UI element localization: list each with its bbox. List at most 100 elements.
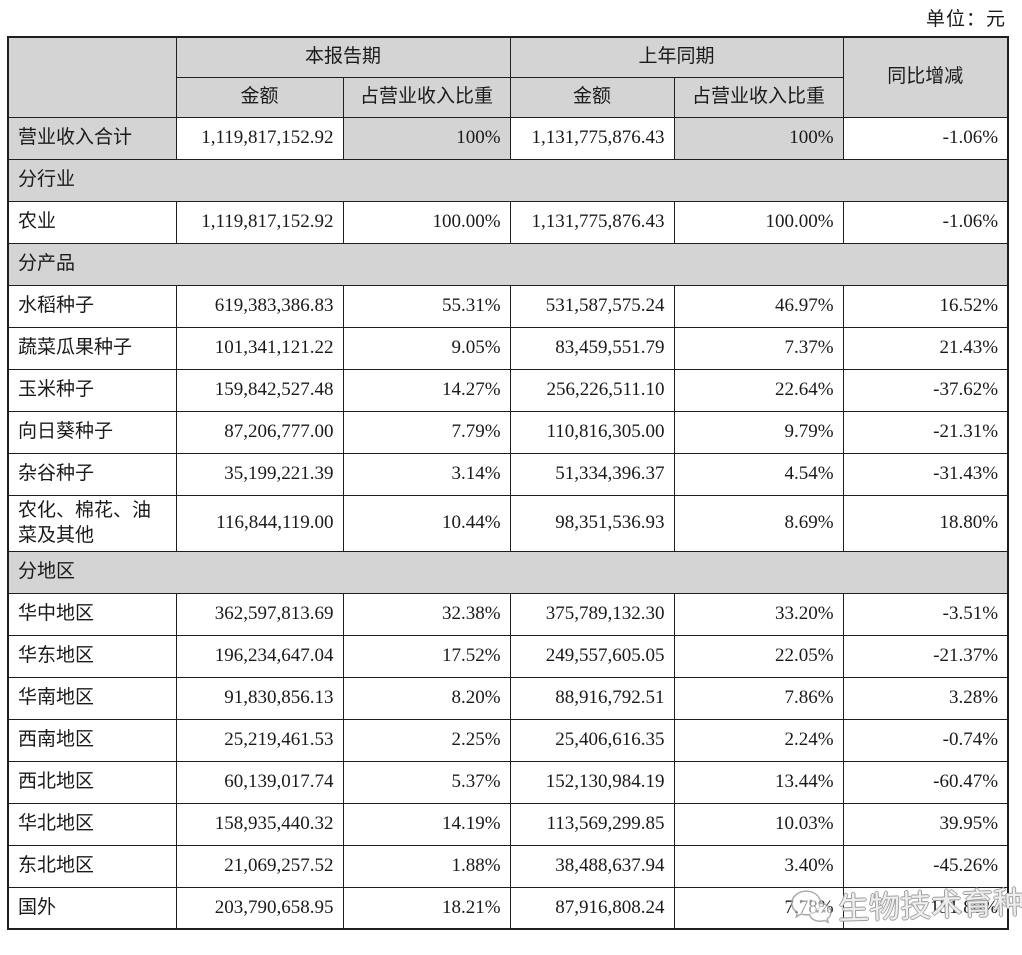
amount-current: 25,219,461.53 xyxy=(175,718,344,762)
table-row: 向日葵种子 87,206,777.00 7.79% 110,816,305.00 9.7… xyxy=(7,410,1009,454)
table-row: 农业 1,119,817,152.92 100.00% 1,131,775,876.4… xyxy=(7,200,1009,244)
yoy-change: -0.74% xyxy=(842,718,1009,762)
row-label: 向日葵种子 xyxy=(7,410,177,454)
proportion-current: 3.14% xyxy=(342,452,511,496)
yoy-change: -3.51% xyxy=(842,592,1009,636)
row-label: 西南地区 xyxy=(7,718,177,762)
row-label: 农化、棉花、油菜及其他 xyxy=(7,494,177,552)
proportion-current: 17.52% xyxy=(342,634,511,678)
amount-prior: 1,131,775,876.43 xyxy=(509,200,675,244)
amount-prior: 83,459,551.79 xyxy=(509,326,675,370)
proportion-current: 10.44% xyxy=(342,494,511,552)
proportion-prior: 100% xyxy=(673,116,844,160)
unit-label: 单位：元 xyxy=(925,9,1006,30)
proportion-current: 1.88% xyxy=(342,844,511,888)
section-label: 分产品 xyxy=(7,242,1009,286)
proportion-prior: 22.05% xyxy=(673,634,844,678)
proportion-current: 100% xyxy=(342,116,511,160)
proportion-prior: 7.78% xyxy=(673,886,844,930)
yoy-change: -45.26% xyxy=(842,844,1009,888)
section-label: 分行业 xyxy=(7,158,1009,202)
amount-prior: 249,557,605.05 xyxy=(509,634,675,678)
table-row: 营业收入合计 1,119,817,152.92 100% 1,131,775,876.… xyxy=(7,116,1009,160)
row-label: 农业 xyxy=(7,200,177,244)
amount-current: 158,935,440.32 xyxy=(175,802,344,846)
amount-current: 21,069,257.52 xyxy=(175,844,344,888)
proportion-prior: 13.44% xyxy=(673,760,844,804)
amount-prior: 531,587,575.24 xyxy=(509,284,675,328)
yoy-change: -31.43% xyxy=(842,452,1009,496)
table-row: 华南地区 91,830,856.13 8.20% 88,916,792.51 7.86%… xyxy=(7,676,1009,720)
amount-prior: 98,351,536.93 xyxy=(509,494,675,552)
amount-prior: 375,789,132.30 xyxy=(509,592,675,636)
proportion-current: 7.79% xyxy=(342,410,511,454)
current-period-header: 本报告期 xyxy=(175,36,511,78)
table-row: 华北地区 158,935,440.32 14.19% 113,569,299.85 10… xyxy=(7,802,1009,846)
proportion-prior: 46.97% xyxy=(673,284,844,328)
proportion-current: 9.05% xyxy=(342,326,511,370)
row-label: 玉米种子 xyxy=(7,368,177,412)
yoy-change: 18.80% xyxy=(842,494,1009,552)
amount-prior: 38,488,637.94 xyxy=(509,844,675,888)
amount-prior: 113,569,299.85 xyxy=(509,802,675,846)
row-label: 华南地区 xyxy=(7,676,177,720)
table-row: 东北地区 21,069,257.52 1.88% 38,488,637.94 3.40%… xyxy=(7,844,1009,888)
amount-current: 101,341,121.22 xyxy=(175,326,344,370)
yoy-change: -1.06% xyxy=(842,116,1009,160)
amount-header-prior: 金额 xyxy=(509,76,675,118)
table-header: 本报告期 上年同期 同比增减 金额 占营业收入比重 金额 占营业收入比重 xyxy=(7,36,1009,118)
row-label: 东北地区 xyxy=(7,844,177,888)
header-row-periods: 本报告期 上年同期 同比增减 xyxy=(7,36,1009,118)
amount-prior: 1,131,775,876.43 xyxy=(509,116,675,160)
yoy-change: -60.47% xyxy=(842,760,1009,804)
yoy-header: 同比增减 xyxy=(842,36,1009,118)
corner-cell xyxy=(7,36,177,118)
row-label: 华北地区 xyxy=(7,802,177,846)
proportion-prior: 3.40% xyxy=(673,844,844,888)
amount-current: 362,597,813.69 xyxy=(175,592,344,636)
amount-prior: 87,916,808.24 xyxy=(509,886,675,930)
section-row: 分行业 xyxy=(7,158,1009,202)
yoy-change: -21.37% xyxy=(842,634,1009,678)
table-body: 营业收入合计 1,119,817,152.92 100% 1,131,775,876.… xyxy=(7,116,1009,930)
proportion-prior: 100.00% xyxy=(673,200,844,244)
section-label: 分地区 xyxy=(7,550,1009,594)
yoy-change: -37.62% xyxy=(842,368,1009,412)
yoy-change: 39.95% xyxy=(842,802,1009,846)
amount-prior: 152,130,984.19 xyxy=(509,760,675,804)
proportion-current: 32.38% xyxy=(342,592,511,636)
table-row: 西南地区 25,219,461.53 2.25% 25,406,616.35 2.24%… xyxy=(7,718,1009,762)
amount-current: 203,790,658.95 xyxy=(175,886,344,930)
proportion-prior: 8.69% xyxy=(673,494,844,552)
amount-prior: 256,226,511.10 xyxy=(509,368,675,412)
amount-current: 116,844,119.00 xyxy=(175,494,344,552)
amount-current: 159,842,527.48 xyxy=(175,368,344,412)
amount-current: 619,383,386.83 xyxy=(175,284,344,328)
proportion-prior: 9.79% xyxy=(673,410,844,454)
proportion-current: 5.37% xyxy=(342,760,511,804)
header-row-metrics: 金额 占营业收入比重 金额 占营业收入比重 xyxy=(8,76,1008,118)
prior-period-header: 上年同期 xyxy=(509,36,844,78)
amount-prior: 88,916,792.51 xyxy=(509,676,675,720)
proportion-current: 100.00% xyxy=(342,200,511,244)
amount-prior: 110,816,305.00 xyxy=(509,410,675,454)
table-row: 水稻种子 619,383,386.83 55.31% 531,587,575.24 46… xyxy=(7,284,1009,328)
proportion-current: 55.31% xyxy=(342,284,511,328)
amount-current: 1,119,817,152.92 xyxy=(175,116,344,160)
table-row: 华中地区 362,597,813.69 32.38% 375,789,132.30 33… xyxy=(7,592,1009,636)
proportion-prior: 7.37% xyxy=(673,326,844,370)
amount-header-current: 金额 xyxy=(175,76,344,118)
yoy-change: 131.80% xyxy=(842,886,1009,930)
yoy-change: 21.43% xyxy=(842,326,1009,370)
proportion-header-current: 占营业收入比重 xyxy=(342,76,511,118)
yoy-change: -1.06% xyxy=(842,200,1009,244)
proportion-current: 2.25% xyxy=(342,718,511,762)
proportion-prior: 33.20% xyxy=(673,592,844,636)
proportion-current: 8.20% xyxy=(342,676,511,720)
revenue-breakdown-table: 本报告期 上年同期 同比增减 金额 占营业收入比重 金额 占营业收入比重 营业收… xyxy=(7,36,1010,931)
amount-prior: 51,334,396.37 xyxy=(509,452,675,496)
section-row: 分地区 xyxy=(7,550,1009,594)
row-label: 水稻种子 xyxy=(7,284,177,328)
row-label: 国外 xyxy=(7,886,177,930)
table-row: 华东地区 196,234,647.04 17.52% 249,557,605.05 22… xyxy=(7,634,1009,678)
